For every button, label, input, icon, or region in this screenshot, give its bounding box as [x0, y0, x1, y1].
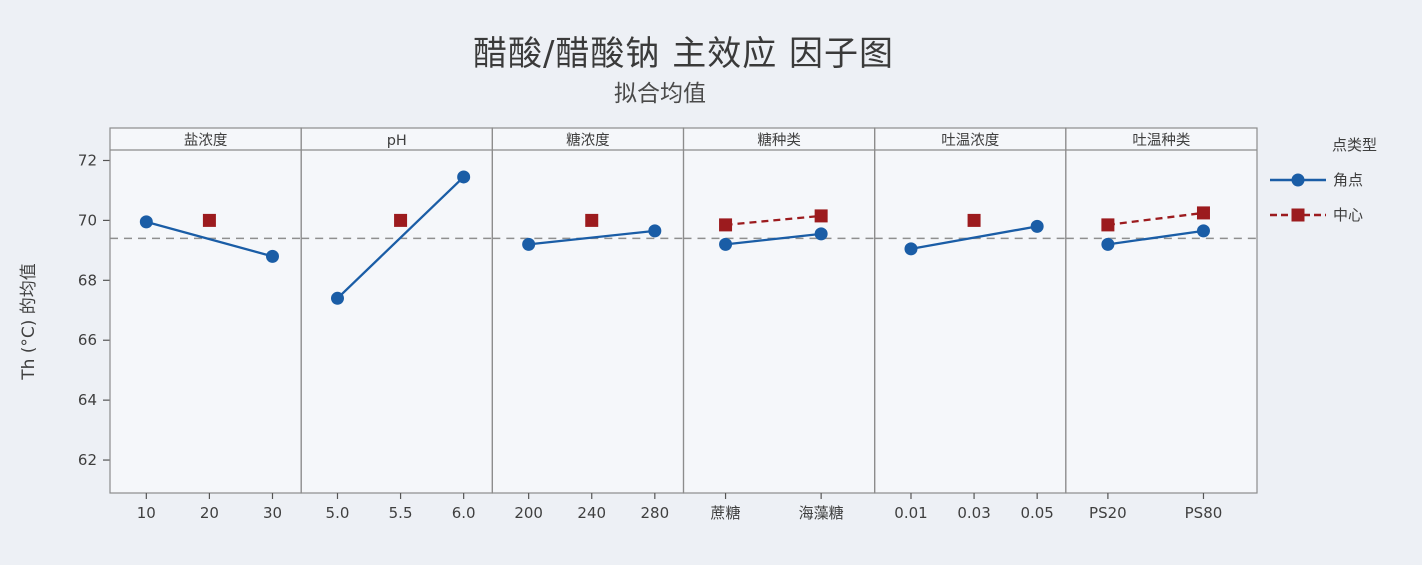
- panel-header-label: 吐温浓度: [941, 132, 999, 149]
- x-tick-label: 6.0: [452, 504, 476, 522]
- corner-point-marker: [265, 249, 279, 263]
- x-tick-label: 5.5: [389, 504, 413, 522]
- corner-point-marker: [457, 170, 471, 184]
- center-series-line: [1107, 211, 1204, 227]
- legend-square-swatch: [1270, 208, 1326, 221]
- center-series-line: [725, 214, 822, 227]
- x-tick-label: 10: [137, 504, 156, 522]
- corner-series-line: [910, 225, 1038, 250]
- center-point-marker: [967, 213, 981, 227]
- corner-point-marker: [1101, 237, 1115, 251]
- panel-header-label: 糖种类: [757, 132, 801, 149]
- x-tick-label: 5.0: [326, 504, 350, 522]
- y-tick-label: 62: [78, 451, 97, 469]
- center-point-marker: [202, 213, 216, 227]
- panel-border: [1065, 127, 1258, 494]
- legend-entries: 角点 中心: [1270, 169, 1377, 225]
- y-tick-label: 68: [78, 271, 97, 289]
- panel-header-label: pH: [387, 133, 407, 149]
- legend-entry: 中心: [1270, 204, 1377, 225]
- corner-point-marker: [719, 237, 733, 251]
- x-tick-label: 20: [200, 504, 219, 522]
- legend-entry-label: 中心: [1333, 206, 1364, 224]
- center-point-marker: [1101, 218, 1115, 232]
- corner-series-line: [336, 176, 465, 300]
- legend: 点类型 角点 中心: [1270, 134, 1377, 225]
- legend-entry-label: 角点: [1333, 171, 1364, 189]
- corner-point-marker: [330, 291, 344, 305]
- center-point-marker: [585, 213, 599, 227]
- corner-point-marker: [904, 242, 918, 256]
- x-tick-label: 30: [263, 504, 282, 522]
- panel-header-label: 盐浓度: [184, 132, 228, 149]
- chart-title: 醋酸/醋酸钠 主效应 因子图: [472, 34, 895, 74]
- x-tick-label: 蔗糖: [711, 504, 741, 522]
- panel-background: [1065, 128, 1257, 493]
- panel-background: [110, 128, 302, 493]
- x-tick-label: 0.01: [894, 504, 927, 522]
- corner-point-marker: [1030, 219, 1044, 233]
- corner-series-line: [528, 229, 655, 246]
- chart-subtitle: 拟合均值: [614, 81, 706, 107]
- y-tick-label: 72: [78, 151, 97, 169]
- corner-point-marker: [814, 227, 828, 241]
- center-point-marker: [1196, 206, 1210, 220]
- panel-background: [492, 128, 684, 493]
- panel-header-label: 糖浓度: [566, 132, 610, 149]
- center-point-marker: [719, 218, 733, 232]
- panel-background: [301, 128, 493, 493]
- corner-point-marker: [648, 224, 662, 238]
- corner-series-line: [1107, 229, 1204, 246]
- x-tick-label: 0.05: [1020, 504, 1053, 522]
- center-point-marker: [814, 209, 828, 223]
- corner-point-marker: [1196, 224, 1210, 238]
- x-tick-label: 280: [641, 504, 670, 522]
- x-tick-label: 0.03: [957, 504, 990, 522]
- legend-entry: 角点: [1270, 169, 1377, 190]
- x-tick-label: 240: [577, 504, 606, 522]
- x-tick-label: 海藻糖: [799, 504, 844, 522]
- corner-series-line: [725, 232, 822, 246]
- panel-background: [874, 128, 1066, 493]
- legend-circle-swatch: [1270, 173, 1326, 186]
- y-tick-label: 66: [78, 331, 97, 349]
- x-tick-label: PS80: [1185, 504, 1223, 522]
- panel-background: [683, 128, 875, 493]
- y-tick-label: 70: [78, 211, 97, 229]
- center-point-marker: [394, 213, 408, 227]
- corner-series-line: [146, 220, 273, 258]
- y-tick-label: 64: [78, 391, 97, 409]
- panel-header-label: 吐温种类: [1132, 132, 1190, 149]
- legend-title: 点类型: [1332, 136, 1378, 154]
- corner-point-marker: [522, 237, 536, 251]
- x-tick-label: 200: [514, 504, 543, 522]
- corner-point-marker: [139, 215, 153, 229]
- x-tick-label: PS20: [1089, 504, 1127, 522]
